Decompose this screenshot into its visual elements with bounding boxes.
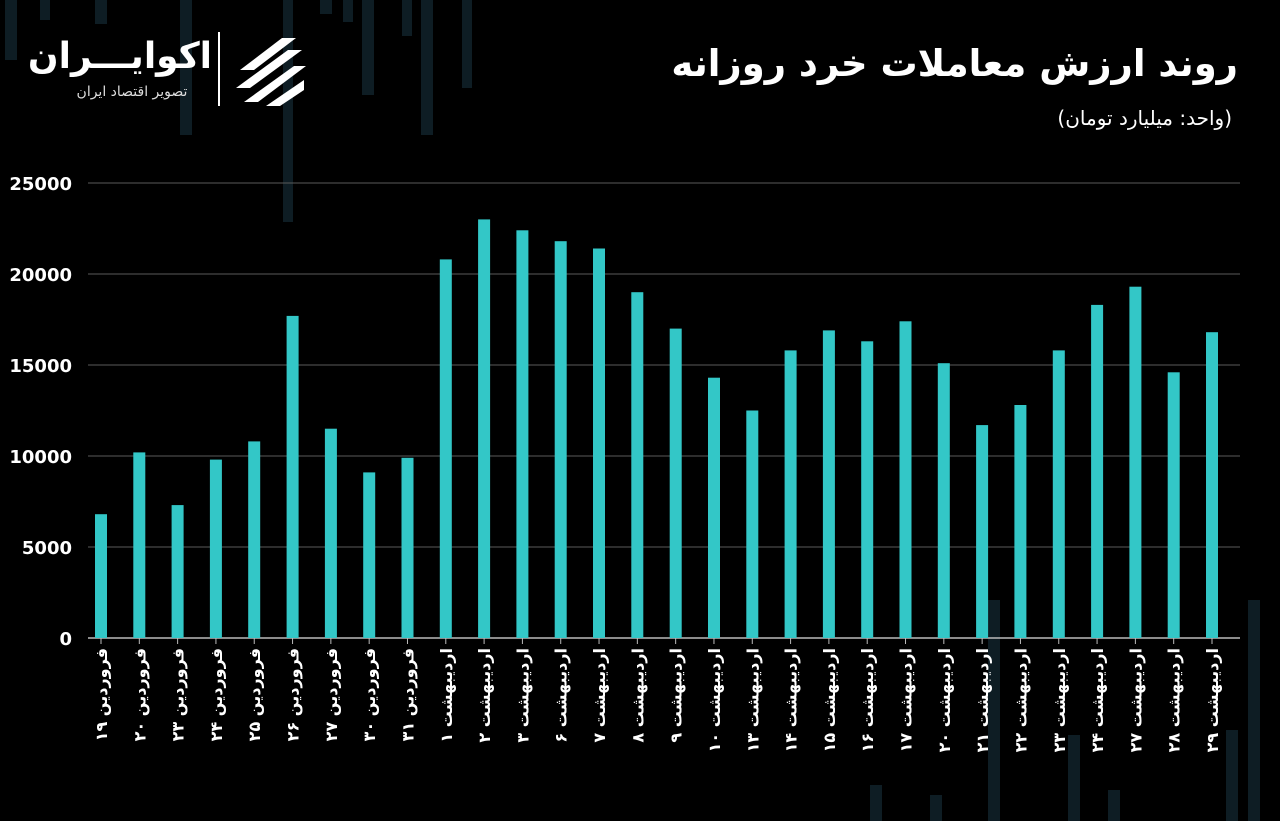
x-tick-label: ۲۴ اردیبهشت bbox=[1088, 648, 1107, 752]
y-tick-label: 10000 bbox=[9, 447, 72, 468]
x-tick-label: ۲۳ اردیبهشت bbox=[1050, 648, 1069, 752]
x-tick-label: ۲۰ اردیبهشت bbox=[935, 648, 954, 752]
bar bbox=[286, 315, 299, 638]
bar bbox=[248, 441, 261, 638]
bar bbox=[822, 330, 835, 638]
bar bbox=[1206, 332, 1218, 638]
x-axis-ticks: ۱۹ فروردین ۲۰ فروردین ۲۳ فروردین ۲۴ فروردین… bbox=[92, 638, 1222, 752]
bar bbox=[439, 259, 452, 638]
bar bbox=[1129, 286, 1142, 638]
x-tick-label: ۲۸ اردیبهشت bbox=[1165, 648, 1184, 752]
bar bbox=[631, 292, 644, 638]
x-tick-label: ۱۰ اردیبهشت bbox=[705, 648, 724, 752]
bar bbox=[937, 363, 950, 638]
bar bbox=[516, 230, 529, 639]
x-tick-label: ۶ اردیبهشت bbox=[552, 648, 571, 743]
bar bbox=[746, 410, 759, 638]
bar bbox=[976, 425, 989, 638]
y-tick-label: 15000 bbox=[9, 356, 72, 377]
logo-divider bbox=[218, 32, 220, 106]
x-tick-label: ۲۰ فروردین bbox=[130, 648, 149, 741]
bars bbox=[95, 219, 1218, 639]
y-tick-label: 25000 bbox=[9, 174, 72, 195]
bar bbox=[95, 514, 107, 638]
grid-lines bbox=[88, 182, 1240, 639]
x-tick-label: ۲ اردیبهشت bbox=[475, 648, 494, 743]
x-tick-label: ۱ اردیبهشت bbox=[437, 648, 456, 743]
y-axis-ticks: 0 5000 10000 15000 20000 25000 bbox=[9, 174, 72, 650]
x-tick-label: ۱۴ اردیبهشت bbox=[782, 648, 801, 752]
x-tick-label: ۱۹ فروردین bbox=[92, 648, 111, 741]
bar bbox=[899, 321, 912, 638]
x-tick-label: ۲۵ فروردین bbox=[245, 648, 264, 741]
bar bbox=[478, 219, 491, 638]
logo: اکوایـــران تصویر اقتصاد ایران bbox=[27, 30, 320, 110]
bar bbox=[133, 452, 146, 638]
bar bbox=[554, 241, 567, 638]
x-tick-label: ۱۵ اردیبهشت bbox=[820, 648, 839, 752]
x-tick-label: ۲۶ فروردین bbox=[284, 648, 303, 741]
chart-unit-subtitle: (واحد: میلیارد تومان) bbox=[1057, 106, 1232, 130]
bar bbox=[324, 428, 337, 638]
bar bbox=[1052, 350, 1065, 638]
x-tick-label: ۷ اردیبهشت bbox=[590, 648, 609, 743]
x-tick-label: ۲۱ اردیبهشت bbox=[973, 648, 992, 752]
bar bbox=[784, 350, 797, 638]
logo-name: اکوایـــران bbox=[27, 36, 212, 77]
logo-mark-icon bbox=[236, 38, 306, 106]
bar bbox=[593, 248, 605, 638]
bar bbox=[1091, 304, 1104, 638]
x-tick-label: ۲۷ اردیبهشت bbox=[1126, 648, 1145, 752]
x-tick-label: ۲۳ فروردین bbox=[169, 648, 188, 741]
x-tick-label: ۳ اردیبهشت bbox=[513, 648, 532, 743]
y-tick-label: 20000 bbox=[9, 265, 72, 286]
x-tick-label: ۳۱ فروردین bbox=[398, 648, 417, 741]
bar bbox=[209, 459, 222, 638]
bar bbox=[401, 457, 414, 638]
bar bbox=[669, 328, 682, 638]
chart-title: روند ارزش معاملات خرد روزانه bbox=[671, 42, 1238, 85]
x-tick-label: ۲۲ اردیبهشت bbox=[1011, 648, 1030, 752]
x-tick-label: ۹ اردیبهشت bbox=[667, 648, 686, 743]
x-tick-label: ۲۷ فروردین bbox=[322, 648, 341, 741]
x-tick-label: ۱۶ اردیبهشت bbox=[858, 648, 877, 752]
logo-tagline: تصویر اقتصاد ایران bbox=[76, 84, 188, 100]
bar bbox=[861, 341, 874, 638]
x-tick-label: ۳۰ فروردین bbox=[360, 648, 379, 741]
y-tick-label: 5000 bbox=[22, 538, 72, 559]
bar bbox=[708, 377, 720, 638]
x-tick-label: ۲۹ اردیبهشت bbox=[1203, 648, 1222, 752]
bar bbox=[1014, 405, 1027, 638]
x-tick-label: ۸ اردیبهشت bbox=[628, 648, 647, 743]
x-tick-label: ۲۴ فروردین bbox=[207, 648, 226, 741]
bar bbox=[171, 505, 184, 638]
x-tick-label: ۱۳ اردیبهشت bbox=[743, 648, 762, 752]
bar bbox=[1167, 372, 1180, 638]
x-tick-label: ۱۷ اردیبهشت bbox=[897, 648, 916, 752]
y-tick-label: 0 bbox=[59, 629, 72, 650]
bar bbox=[363, 472, 376, 638]
